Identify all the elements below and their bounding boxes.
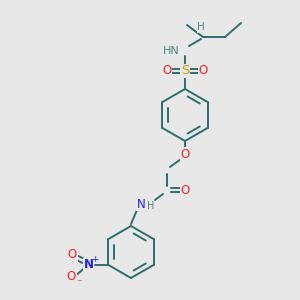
- Text: O: O: [68, 248, 77, 262]
- Text: O: O: [180, 148, 190, 160]
- Text: O: O: [162, 64, 172, 77]
- Text: N: N: [83, 259, 94, 272]
- Text: +: +: [91, 254, 98, 263]
- Text: O: O: [198, 64, 208, 77]
- Text: O: O: [67, 271, 76, 284]
- Text: H: H: [147, 201, 155, 211]
- Text: HN: HN: [163, 46, 180, 56]
- Text: O: O: [180, 184, 190, 196]
- Text: H: H: [197, 22, 205, 32]
- Text: ⁻: ⁻: [77, 278, 82, 288]
- Text: N: N: [136, 197, 146, 211]
- Text: S: S: [181, 64, 189, 77]
